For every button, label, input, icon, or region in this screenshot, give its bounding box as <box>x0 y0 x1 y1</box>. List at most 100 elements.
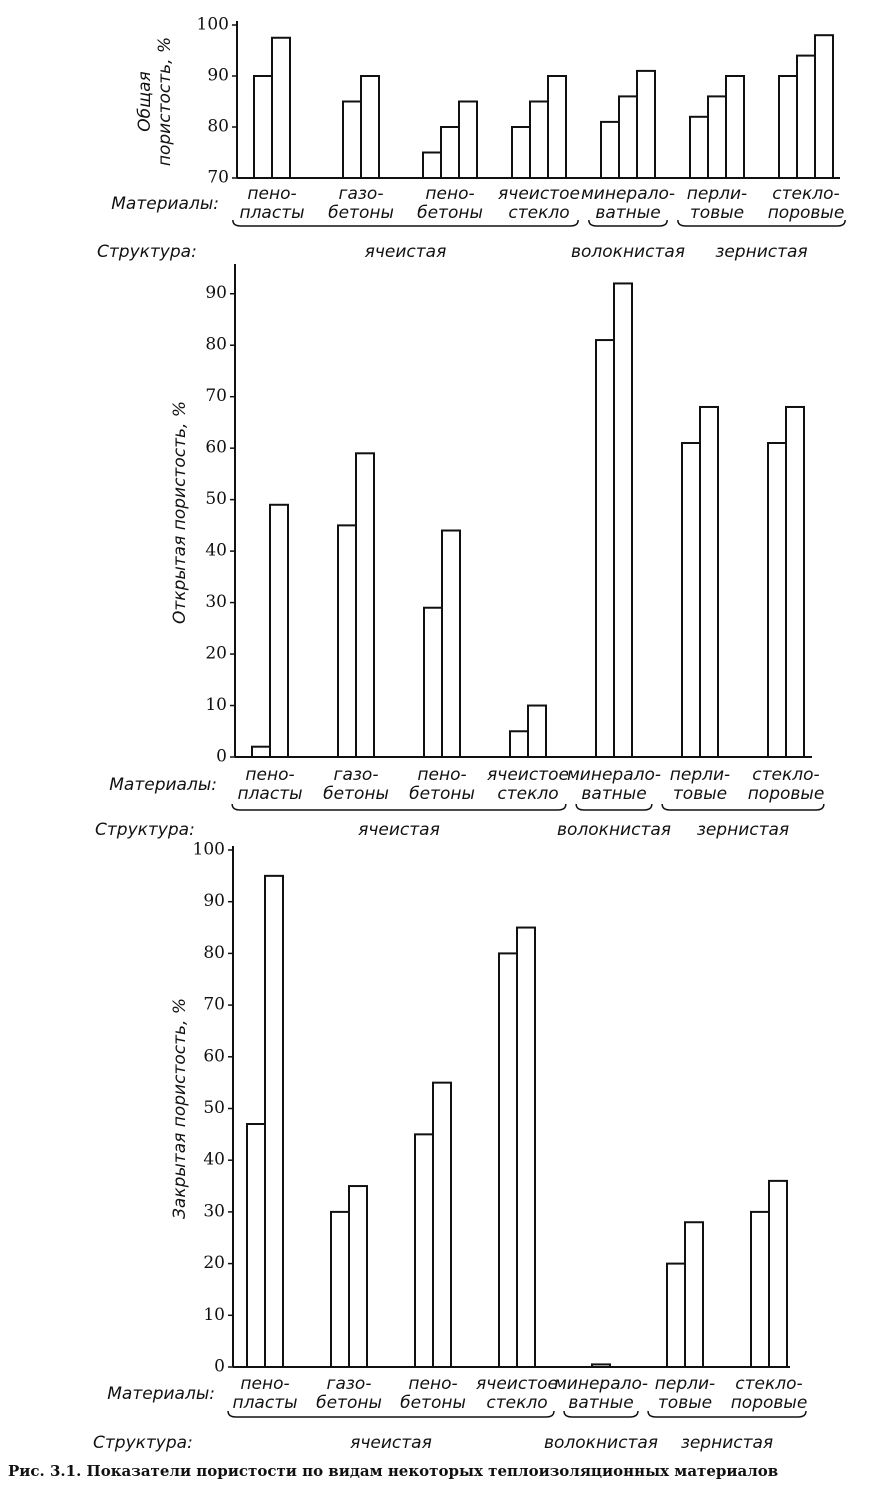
bar <box>689 115 709 180</box>
bar <box>441 529 461 759</box>
bar <box>246 1123 266 1369</box>
bar <box>618 95 638 179</box>
caption: Рис. 3.1. Показатели пористости по видам… <box>8 1462 778 1480</box>
y-tick-label: 30 <box>203 1201 225 1221</box>
bar <box>699 405 719 758</box>
y-tick-label: 100 <box>193 840 225 860</box>
structure-label: Структура: <box>95 820 195 840</box>
bar <box>271 36 291 179</box>
material-label: пено- <box>240 1374 289 1394</box>
material-label: пено- <box>245 765 294 785</box>
y-axis-label: Общая <box>135 71 155 132</box>
material-label: ячеистое <box>487 765 569 785</box>
y-tick-label: 20 <box>205 644 227 664</box>
y-tick-label: 0 <box>214 1357 225 1377</box>
bar <box>768 1179 788 1368</box>
bar <box>750 1210 770 1369</box>
material-label: товые <box>690 203 744 223</box>
bar <box>707 95 727 179</box>
material-label: перли- <box>655 1374 715 1394</box>
material-label: поровые <box>731 1393 808 1413</box>
y-tick-label: 90 <box>205 283 227 303</box>
materials-label: Материалы: <box>111 194 219 214</box>
structure-name: зернистая <box>715 242 807 262</box>
y-tick-label: 90 <box>207 66 229 86</box>
bar <box>595 339 615 758</box>
material-label: газо- <box>327 1374 372 1394</box>
structure-name: волокнистая <box>557 820 671 840</box>
brace <box>588 219 668 227</box>
materials-label: Материалы: <box>107 1384 215 1404</box>
y-tick-label: 30 <box>205 592 227 612</box>
material-label: перли- <box>670 765 730 785</box>
material-label: бетоны <box>316 1393 382 1413</box>
y-axis-label: пористость, % <box>155 37 175 166</box>
y-tick-label: 80 <box>205 335 227 355</box>
material-label: пласты <box>232 1393 297 1413</box>
material-label: товые <box>673 784 727 804</box>
material-label: бетоны <box>323 784 389 804</box>
material-label: стекло <box>486 1393 547 1413</box>
material-label: минерало- <box>581 184 675 204</box>
y-axis-label: Закрытая пористость, % <box>170 998 190 1219</box>
y-tick-label: 20 <box>203 1253 225 1273</box>
structure-name: ячеистая <box>365 242 447 262</box>
material-label: стекло <box>497 784 558 804</box>
bar <box>337 524 357 758</box>
bar <box>440 126 460 179</box>
y-tick-label: 80 <box>203 943 225 963</box>
bar <box>796 54 816 179</box>
material-label: перли- <box>687 184 747 204</box>
bar <box>348 1185 368 1369</box>
y-tick-label: 60 <box>205 438 227 458</box>
bar <box>516 926 536 1368</box>
bar <box>269 503 289 759</box>
bar <box>511 126 531 179</box>
y-tick-label: 40 <box>205 541 227 561</box>
bar <box>778 75 798 179</box>
bar <box>251 745 271 758</box>
y-tick-label: 70 <box>207 168 229 188</box>
y-tick-label: 40 <box>203 1150 225 1170</box>
bar <box>423 606 443 758</box>
bar <box>360 75 380 179</box>
bar <box>342 100 362 179</box>
y-tick-label: 50 <box>203 1098 225 1118</box>
material-label: пено- <box>417 765 466 785</box>
bar <box>355 452 375 758</box>
structure-label: Структура: <box>97 242 197 262</box>
bar <box>547 75 567 179</box>
structure-name: ячеистая <box>350 1433 432 1453</box>
material-label: поровые <box>768 203 845 223</box>
bar <box>529 100 549 179</box>
bar <box>600 120 620 179</box>
bar <box>509 730 529 759</box>
structure-name: волокнистая <box>571 242 685 262</box>
material-label: стекло <box>508 203 569 223</box>
brace <box>232 219 579 227</box>
bar <box>613 282 633 758</box>
bar <box>527 704 547 758</box>
material-label: пласты <box>239 203 304 223</box>
y-tick-label: 50 <box>205 489 227 509</box>
bar <box>591 1363 611 1369</box>
material-label: стекло- <box>772 184 839 204</box>
y-tick-label: 10 <box>205 695 227 715</box>
bar <box>814 34 834 180</box>
material-label: бетоны <box>328 203 394 223</box>
material-label: ячеистое <box>476 1374 558 1394</box>
bar <box>264 874 284 1368</box>
material-label: бетоны <box>400 1393 466 1413</box>
materials-label: Материалы: <box>109 775 217 795</box>
structure-name: волокнистая <box>544 1433 658 1453</box>
material-label: стекло- <box>752 765 819 785</box>
bar <box>666 1262 686 1368</box>
material-label: пено- <box>408 1374 457 1394</box>
material-label: минерало- <box>567 765 661 785</box>
y-tick-label: 70 <box>205 386 227 406</box>
structure-label: Структура: <box>93 1433 193 1453</box>
bar <box>725 75 745 179</box>
material-label: пласты <box>237 784 302 804</box>
bar <box>422 151 442 179</box>
